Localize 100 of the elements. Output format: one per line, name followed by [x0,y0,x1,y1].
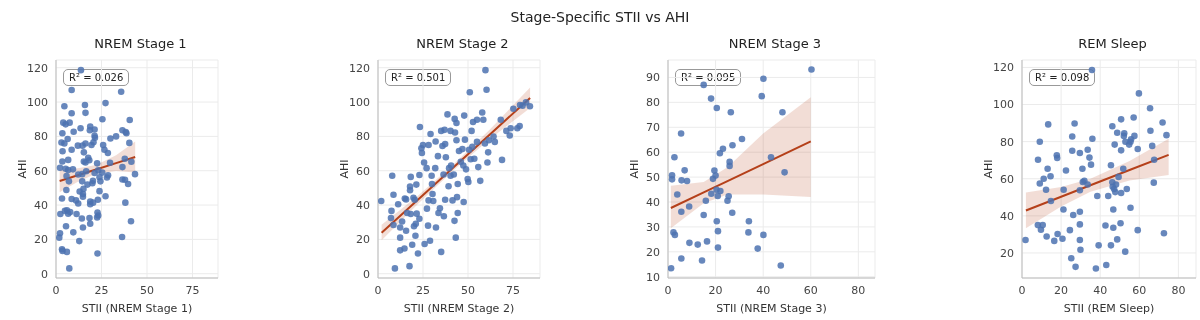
point [738,135,746,143]
y-tick-label: 20 [356,233,370,247]
x-tick-label: 0 [1018,283,1026,297]
point [717,187,724,195]
line-series [1024,153,1170,212]
point [698,257,706,264]
y-axis-title: AHI [981,159,995,179]
point [745,229,752,236]
point [758,92,766,100]
x-tick-label: 0 [52,283,60,297]
y-tick-label: 120 [349,61,370,75]
point [677,130,685,137]
text: Stage-Specific STII vs AHI [510,9,690,25]
x-tick-label: 0 [374,283,382,297]
point [681,167,688,174]
y-tick-label: 80 [34,130,48,144]
point [668,176,676,183]
y-tick-label: 40 [34,198,48,212]
point [685,203,693,210]
y-tick-label: 90 [646,71,660,85]
y-tick-label: 100 [349,95,370,109]
point [728,209,736,217]
y-tick-label: 50 [646,171,660,184]
point [725,193,732,200]
point [781,169,788,176]
point [678,208,685,216]
point [808,66,815,73]
x-tick-label: 60 [803,283,818,297]
point [777,262,785,269]
point [727,109,735,116]
x-axis-title: STII (NREM Stage 1) [81,302,193,315]
y-axis-title: AHI [627,159,641,179]
y-tick-label: 30 [646,220,660,234]
y-tick-label: 70 [646,121,660,135]
chart-title: NREM Stage 3 [727,35,823,53]
point [668,265,675,272]
x-tick-label: 40 [1093,283,1108,297]
y-tick-label: 40 [356,198,370,212]
y-tick-label: 60 [34,164,48,178]
x-axis-title: STII (REM Sleep) [1063,302,1155,315]
point [760,231,767,239]
point [767,153,775,161]
point [671,153,678,161]
y-tick-label: 60 [646,146,660,160]
chart-title: REM Sleep [1077,35,1148,53]
point [700,211,707,219]
line-series [669,140,812,209]
point [779,109,786,116]
y-tick-label: 40 [1000,209,1014,223]
point [700,81,707,89]
x-tick-label: 75 [506,283,520,297]
y-tick-label: 10 [646,270,660,284]
annotation: R² = 0.501 [385,69,452,86]
point [729,141,736,149]
x-tick-label: 50 [461,283,475,297]
annotation: R² = 0.098 [1029,69,1096,86]
y-tick-label: 120 [993,61,1014,75]
point [673,191,681,198]
point [712,172,719,179]
x-tick-label: 75 [185,283,200,297]
point [745,217,753,225]
y-axis-title: AHI [337,159,351,179]
y-axis-title: AHI [15,159,29,179]
point [683,177,691,185]
point [754,245,761,252]
y-tick-label: 80 [646,96,660,110]
point [714,244,722,251]
line-series [58,155,137,183]
point [707,95,715,102]
x-tick-label: 25 [94,283,109,297]
point [708,190,715,198]
x-tick-label: 0 [664,283,672,297]
point [694,241,702,248]
x-axis-title: STII (NREM Stage 2) [403,302,515,315]
point [702,197,710,205]
point [678,255,685,262]
point [719,145,727,152]
y-tick-label: 80 [1000,135,1014,149]
y-tick-label: 0 [363,267,370,281]
point [714,227,722,235]
x-tick-label: 60 [1132,283,1147,297]
y-tick-label: 20 [34,233,48,247]
y-tick-label: 60 [1000,172,1014,186]
chart-title: NREM Stage 2 [415,35,510,53]
x-axis-title: STII (NREM Stage 3) [716,302,827,315]
y-tick-label: 120 [27,61,48,75]
y-tick-label: 80 [356,130,370,144]
y-tick-label: 40 [646,195,660,209]
x-tick-label: 80 [851,283,866,297]
point [703,238,711,245]
x-tick-label: 25 [416,283,430,297]
y-tick-label: 0 [41,267,48,281]
annotation: R² = 0.026 [63,69,130,86]
y-tick-label: 100 [993,98,1014,112]
y-tick-label: 60 [356,164,370,178]
x-tick-label: 20 [708,283,723,297]
chart-title: NREM Stage 1 [93,35,188,53]
point [726,162,733,170]
y-tick-label: 100 [27,95,48,109]
annotation: R² = 0.095 [675,69,742,86]
